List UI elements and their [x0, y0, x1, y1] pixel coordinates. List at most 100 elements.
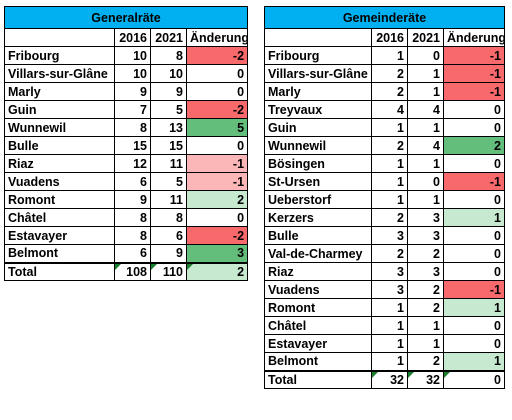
value-2016-cell: 9	[114, 82, 151, 101]
value-2016-cell: 1	[371, 334, 408, 353]
value-2021-cell: 1	[407, 316, 444, 335]
row-name-cell: Val-de-Charmey	[264, 244, 372, 263]
row-name-cell: Villars-sur-Glâne	[4, 64, 115, 83]
value-2021-cell: 1	[407, 154, 444, 173]
value-2021-cell: 110	[150, 261, 187, 281]
header-empty	[4, 28, 115, 47]
change-cell: 0	[443, 369, 505, 389]
value-2016-cell: 1	[371, 298, 408, 317]
change-cell: 5	[185, 118, 249, 137]
value-2016-cell: 4	[371, 100, 408, 119]
value-2016-cell: 1	[371, 46, 408, 65]
change-cell: 2	[443, 136, 505, 155]
value-2016-cell: 8	[114, 208, 151, 227]
value-2021-cell: 6	[150, 226, 187, 245]
value-2021-cell: 11	[150, 190, 187, 209]
table-row: Villars-sur-Glâne 10 10 0	[4, 64, 249, 83]
table-row: Estavayer 8 6 -2	[4, 226, 249, 245]
change-cell: -2	[185, 100, 249, 119]
change-cell: -1	[443, 280, 505, 299]
total-row: Total 108 110 2	[4, 261, 249, 281]
value-2016-cell: 2	[371, 82, 408, 101]
value-2016-cell: 6	[114, 244, 151, 263]
table-row: Romont 1 2 1	[264, 298, 505, 317]
table-row: Riaz 3 3 0	[264, 262, 505, 281]
value-2021-cell: 3	[407, 262, 444, 281]
table-row: Treyvaux 4 4 0	[264, 100, 505, 119]
change-cell: 0	[443, 244, 505, 263]
table-row: Wunnewil 8 13 5	[4, 118, 249, 137]
value-2021-cell: 13	[150, 118, 187, 137]
value-2021-cell: 0	[407, 172, 444, 191]
value-2016-cell: 10	[114, 46, 151, 65]
row-name-cell: Châtel	[264, 316, 372, 335]
change-cell: -1	[443, 172, 505, 191]
value-2016-cell: 2	[371, 136, 408, 155]
value-2016-cell: 1	[371, 118, 408, 137]
value-2016-cell: 8	[114, 226, 151, 245]
header-2016: 2016	[114, 28, 151, 47]
table-row: Châtel 1 1 0	[264, 316, 505, 335]
value-2021-cell: 2	[407, 298, 444, 317]
header-2016: 2016	[371, 28, 408, 47]
value-2016-cell: 1	[371, 154, 408, 173]
header-2021: 2021	[407, 28, 444, 47]
row-name-cell: Kerzers	[264, 208, 372, 227]
change-cell: 3	[185, 244, 249, 263]
value-2016-cell: 1	[371, 172, 408, 191]
value-2021-cell: 8	[150, 208, 187, 227]
table-row: Romont 9 11 2	[4, 190, 249, 209]
table-row: Belmont 1 2 1	[264, 352, 505, 371]
table-row: Val-de-Charmey 2 2 0	[264, 244, 505, 263]
value-2021-cell: 32	[407, 369, 444, 389]
change-cell: -1	[443, 46, 505, 65]
row-name-cell: Vuadens	[264, 280, 372, 299]
value-2021-cell: 15	[150, 136, 187, 155]
table-row: Riaz 12 11 -1	[4, 154, 249, 173]
value-2021-cell: 2	[407, 280, 444, 299]
total-row: Total 32 32 0	[264, 369, 505, 389]
header-empty	[264, 28, 372, 47]
value-2021-cell: 1	[407, 64, 444, 83]
change-cell: 1	[443, 208, 505, 227]
value-2016-cell: 3	[371, 226, 408, 245]
table-row: Estavayer 1 1 0	[264, 334, 505, 353]
header-aenderung: Änderung	[185, 28, 249, 47]
row-name-cell: Romont	[264, 298, 372, 317]
table-row: St-Ursen 1 0 -1	[264, 172, 505, 191]
value-2016-cell: 1	[371, 316, 408, 335]
value-2016-cell: 3	[371, 280, 408, 299]
value-2016-cell: 108	[114, 261, 151, 281]
change-cell: -2	[185, 46, 249, 65]
value-2016-cell: 12	[114, 154, 151, 173]
row-name-cell: Vuadens	[4, 172, 115, 191]
row-name-cell: Riaz	[264, 262, 372, 281]
row-name-cell: Guin	[4, 100, 115, 119]
value-2021-cell: 9	[150, 244, 187, 263]
table-row: Fribourg 10 8 -2	[4, 46, 249, 65]
value-2021-cell: 1	[407, 334, 444, 353]
value-2016-cell: 2	[371, 244, 408, 263]
row-name-cell: Treyvaux	[264, 100, 372, 119]
change-cell: 0	[185, 136, 249, 155]
value-2021-cell: 2	[407, 244, 444, 263]
value-2016-cell: 1	[371, 190, 408, 209]
value-2021-cell: 1	[407, 82, 444, 101]
row-name-cell: Ueberstorf	[264, 190, 372, 209]
value-2016-cell: 6	[114, 172, 151, 191]
row-name-cell: Riaz	[4, 154, 115, 173]
value-2016-cell: 8	[114, 118, 151, 137]
table-row: Belmont 6 9 3	[4, 244, 249, 263]
value-2021-cell: 2	[407, 352, 444, 371]
row-name-cell: Bulle	[264, 226, 372, 245]
value-2021-cell: 5	[150, 100, 187, 119]
row-name-cell: Marly	[264, 82, 372, 101]
row-name-cell: Estavayer	[4, 226, 115, 245]
change-cell: 0	[443, 118, 505, 137]
row-name-cell: Wunnewil	[4, 118, 115, 137]
row-name-cell: Total	[264, 369, 372, 389]
table-row: Bulle 15 15 0	[4, 136, 249, 155]
value-2021-cell: 3	[407, 226, 444, 245]
change-cell: 0	[443, 100, 505, 119]
table-row: Bösingen 1 1 0	[264, 154, 505, 173]
